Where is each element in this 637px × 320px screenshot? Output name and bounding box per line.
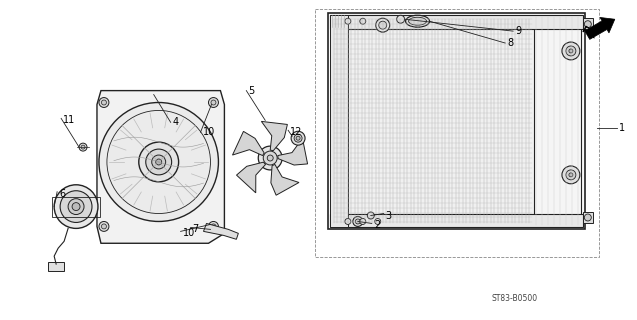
Circle shape	[79, 143, 87, 151]
Text: 11: 11	[63, 115, 75, 125]
Bar	[332, 17, 534, 225]
Polygon shape	[278, 138, 308, 165]
Circle shape	[345, 18, 351, 24]
Text: 12: 12	[290, 127, 303, 137]
Circle shape	[258, 146, 282, 170]
Text: ST83-B0500: ST83-B0500	[491, 294, 538, 303]
Text: 4: 4	[173, 117, 179, 127]
Circle shape	[208, 98, 218, 108]
Text: 8: 8	[507, 38, 513, 48]
Text: 3: 3	[386, 211, 392, 220]
Text: 6: 6	[59, 189, 65, 199]
Circle shape	[376, 18, 390, 32]
Bar	[52, 197, 100, 217]
Text: 2: 2	[374, 220, 380, 230]
Text: 7: 7	[192, 224, 199, 234]
Circle shape	[584, 214, 591, 221]
Circle shape	[99, 221, 109, 231]
Polygon shape	[585, 18, 615, 39]
Text: 10: 10	[203, 127, 215, 137]
Circle shape	[360, 219, 366, 224]
Polygon shape	[233, 132, 264, 156]
Circle shape	[562, 42, 580, 60]
Text: 9: 9	[515, 26, 521, 36]
Circle shape	[211, 100, 216, 105]
Circle shape	[569, 173, 573, 177]
Circle shape	[263, 151, 277, 165]
Circle shape	[268, 155, 273, 161]
Circle shape	[72, 203, 80, 211]
Polygon shape	[261, 121, 287, 151]
Circle shape	[397, 15, 404, 23]
Circle shape	[211, 224, 216, 229]
Polygon shape	[97, 91, 224, 243]
Circle shape	[99, 98, 109, 108]
Circle shape	[101, 224, 106, 229]
Ellipse shape	[406, 15, 429, 27]
Circle shape	[68, 199, 84, 214]
Circle shape	[566, 170, 576, 180]
Polygon shape	[203, 223, 238, 239]
Bar	[48, 262, 64, 271]
Circle shape	[291, 131, 305, 145]
Polygon shape	[236, 162, 266, 193]
Circle shape	[99, 102, 218, 221]
Circle shape	[155, 159, 162, 165]
Polygon shape	[271, 164, 299, 195]
Bar	[328, 13, 585, 229]
Circle shape	[296, 136, 300, 140]
Bar	[583, 212, 593, 223]
Circle shape	[355, 219, 361, 224]
Circle shape	[379, 21, 387, 29]
Text: 10: 10	[183, 228, 195, 238]
Bar	[315, 9, 599, 257]
Circle shape	[360, 18, 366, 24]
Circle shape	[60, 191, 92, 222]
Ellipse shape	[408, 17, 427, 25]
Text: FR.: FR.	[580, 25, 598, 41]
Text: 1: 1	[619, 123, 625, 133]
Circle shape	[152, 155, 166, 169]
Circle shape	[368, 212, 375, 219]
Bar	[330, 213, 583, 228]
Bar	[534, 17, 581, 225]
Circle shape	[584, 21, 591, 28]
Bar	[330, 15, 583, 29]
Circle shape	[375, 219, 381, 224]
Circle shape	[294, 134, 302, 142]
Circle shape	[569, 49, 573, 53]
Circle shape	[345, 219, 351, 224]
Bar	[330, 15, 348, 228]
Bar	[583, 18, 593, 30]
Circle shape	[139, 142, 178, 182]
Circle shape	[146, 149, 171, 175]
Text: 5: 5	[248, 86, 255, 96]
Circle shape	[353, 217, 363, 227]
Circle shape	[562, 166, 580, 184]
Circle shape	[54, 185, 98, 228]
Circle shape	[81, 145, 85, 149]
Circle shape	[208, 221, 218, 231]
Circle shape	[566, 46, 576, 56]
Circle shape	[101, 100, 106, 105]
